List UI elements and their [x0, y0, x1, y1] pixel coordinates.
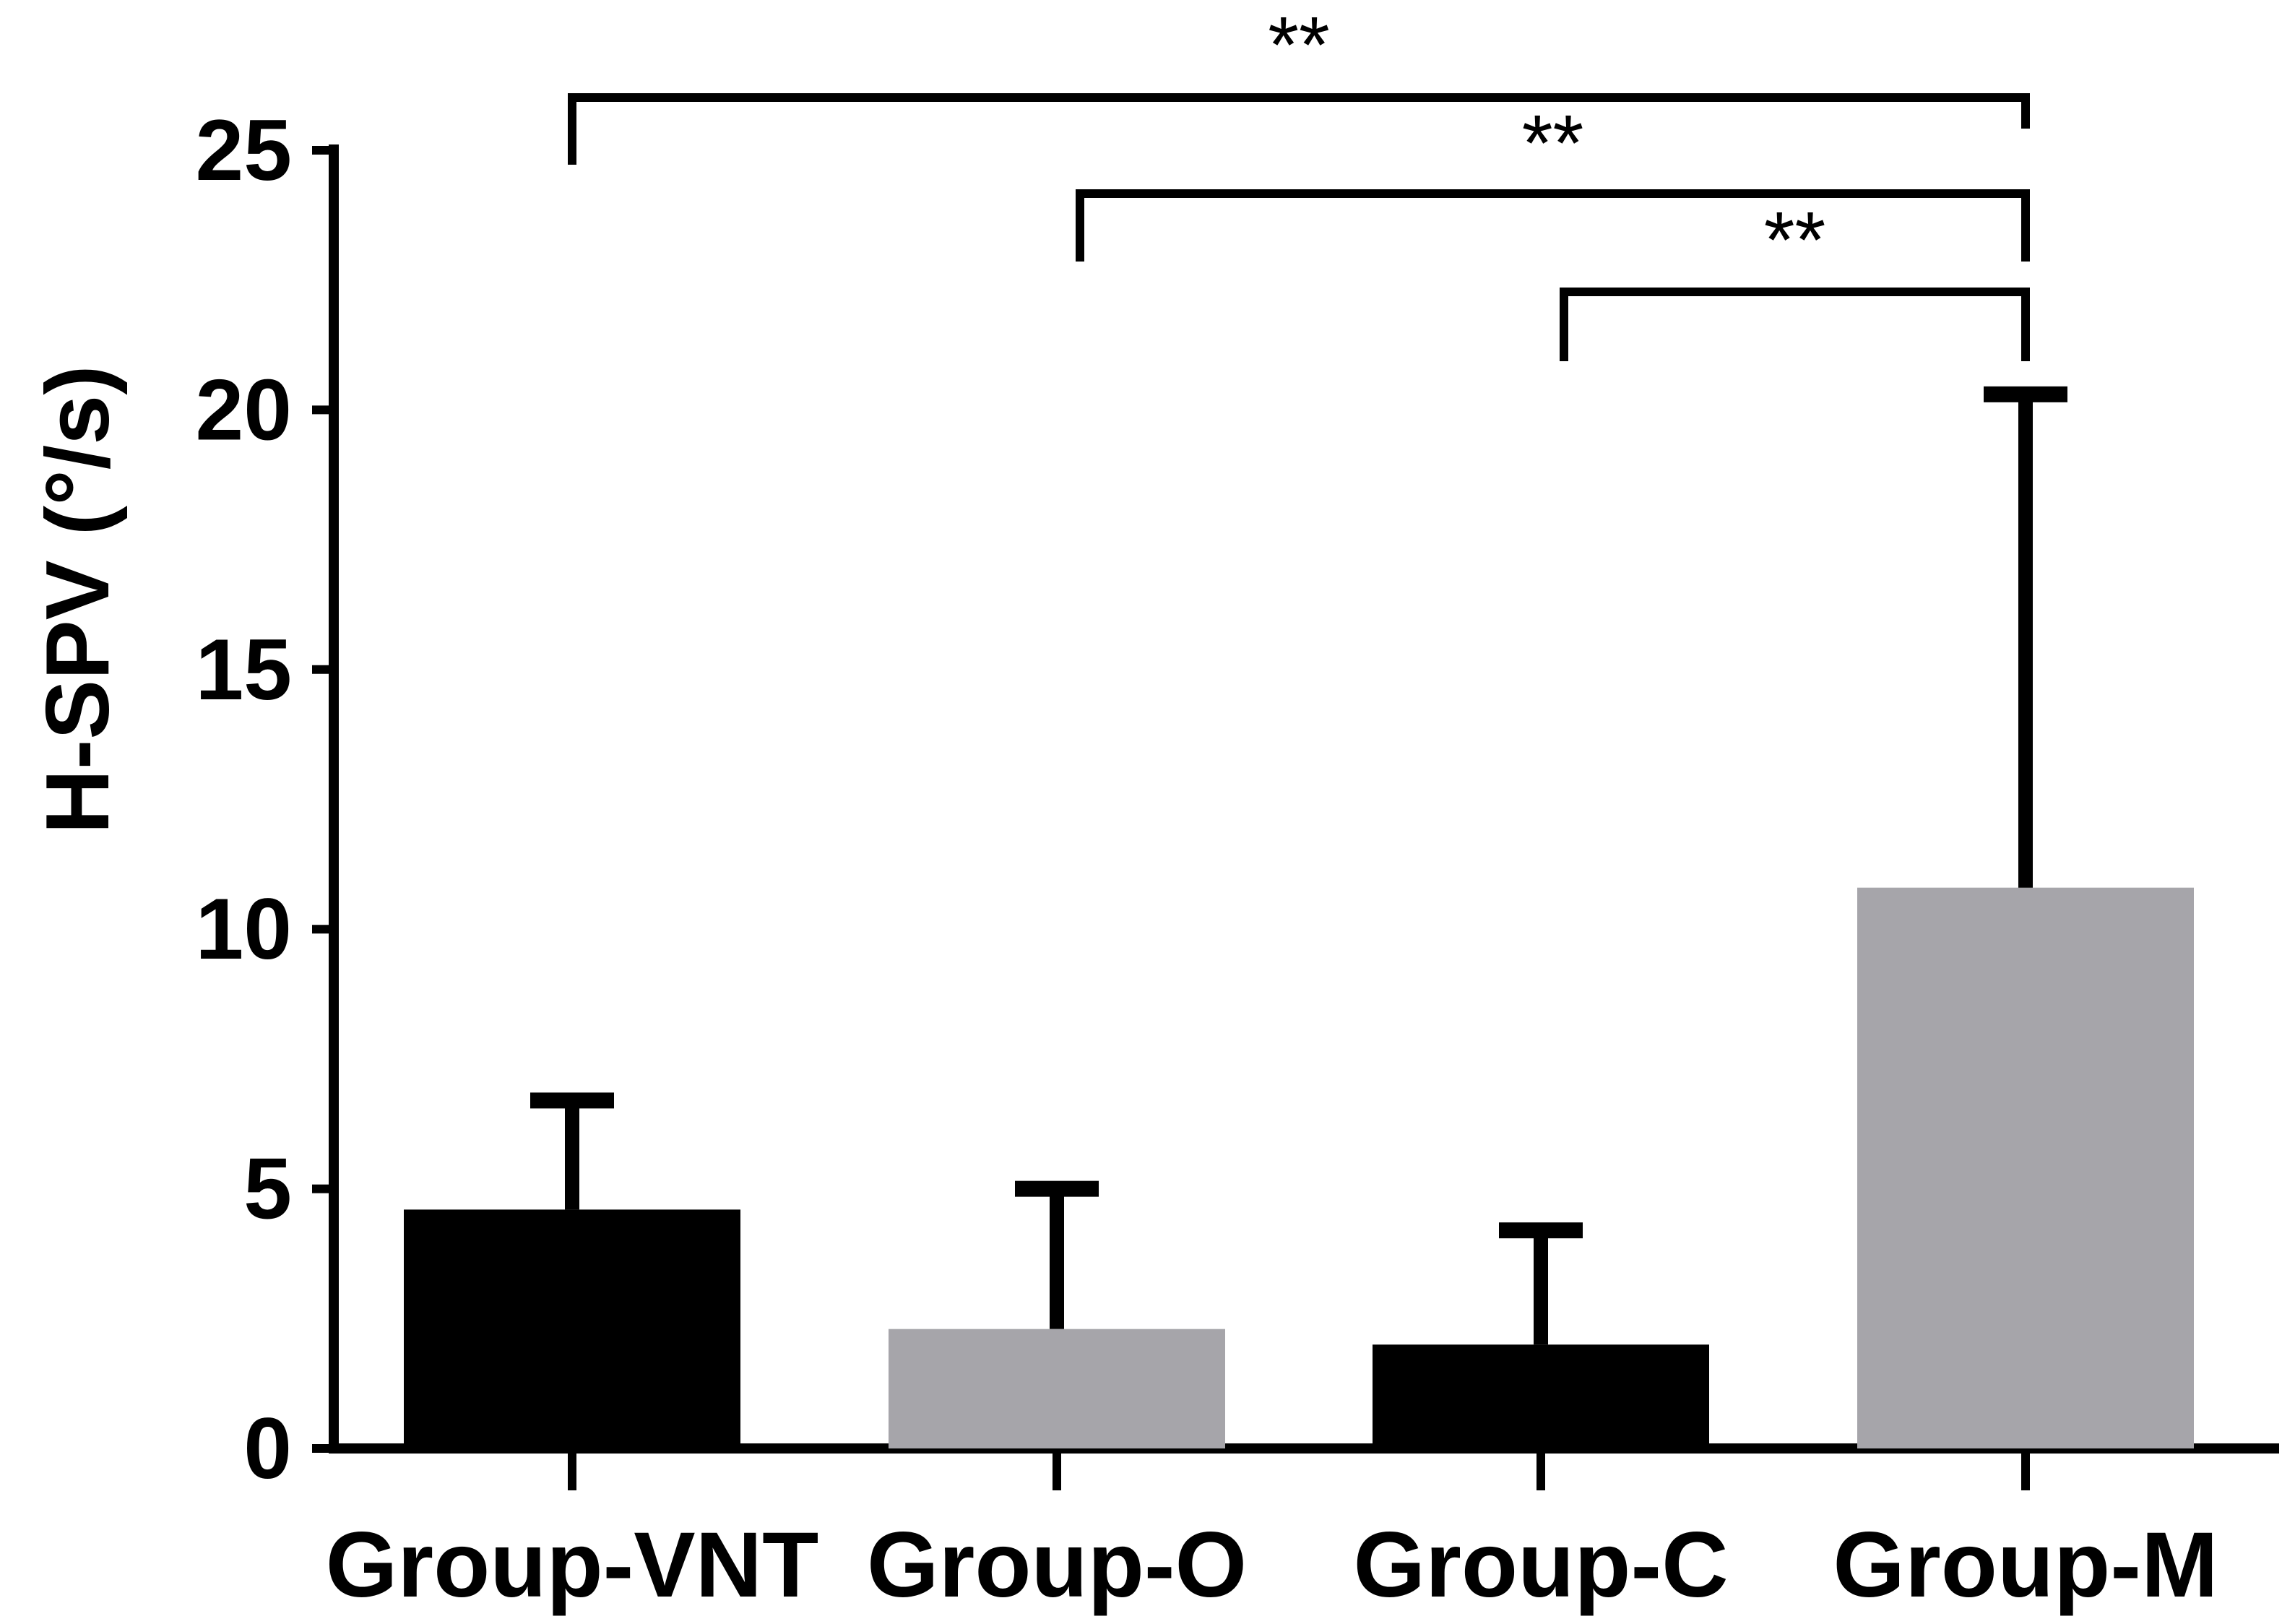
significance-bracket-group-c-group-m — [1560, 288, 2030, 361]
y-tick-label-10: 10 — [196, 881, 292, 977]
significance-label-group-o-group-m: ** — [1522, 99, 1584, 188]
y-tick-label-20: 20 — [196, 361, 292, 458]
significance-bracket-group-vnt-group-m — [568, 93, 2030, 165]
y-tick-label-25: 25 — [196, 102, 292, 199]
y-tick-label-15: 15 — [196, 621, 292, 718]
bars-layer — [404, 887, 2194, 1448]
significance-layer — [568, 93, 2030, 361]
bar-group-vnt — [404, 1209, 740, 1448]
y-tick-label-5: 5 — [243, 1141, 292, 1238]
y-axis-title: H-SPV (°/s) — [28, 365, 128, 834]
labels-layer: 0 5 10 15 20 25 Group-VNT Group-O Group-C Group-M… — [28, 1, 2218, 1617]
error-bars-layer — [530, 386, 2067, 1345]
significance-label-group-vnt-group-m: ** — [1268, 1, 1330, 90]
bar-group-m — [1857, 887, 2194, 1448]
x-tick-label-group-c: Group-C — [1354, 1513, 1729, 1617]
x-tick-label-group-m: Group-M — [1833, 1513, 2218, 1617]
x-tick-label-group-o: Group-O — [867, 1513, 1247, 1617]
significance-label-group-c-group-m: ** — [1764, 196, 1826, 285]
bar-group-o — [889, 1329, 1225, 1448]
x-tick-label-group-vnt: Group-VNT — [326, 1513, 819, 1617]
significance-bracket-group-o-group-m — [1076, 189, 2030, 262]
y-tick-label-0: 0 — [243, 1400, 292, 1497]
bar-group-c — [1373, 1344, 1709, 1448]
